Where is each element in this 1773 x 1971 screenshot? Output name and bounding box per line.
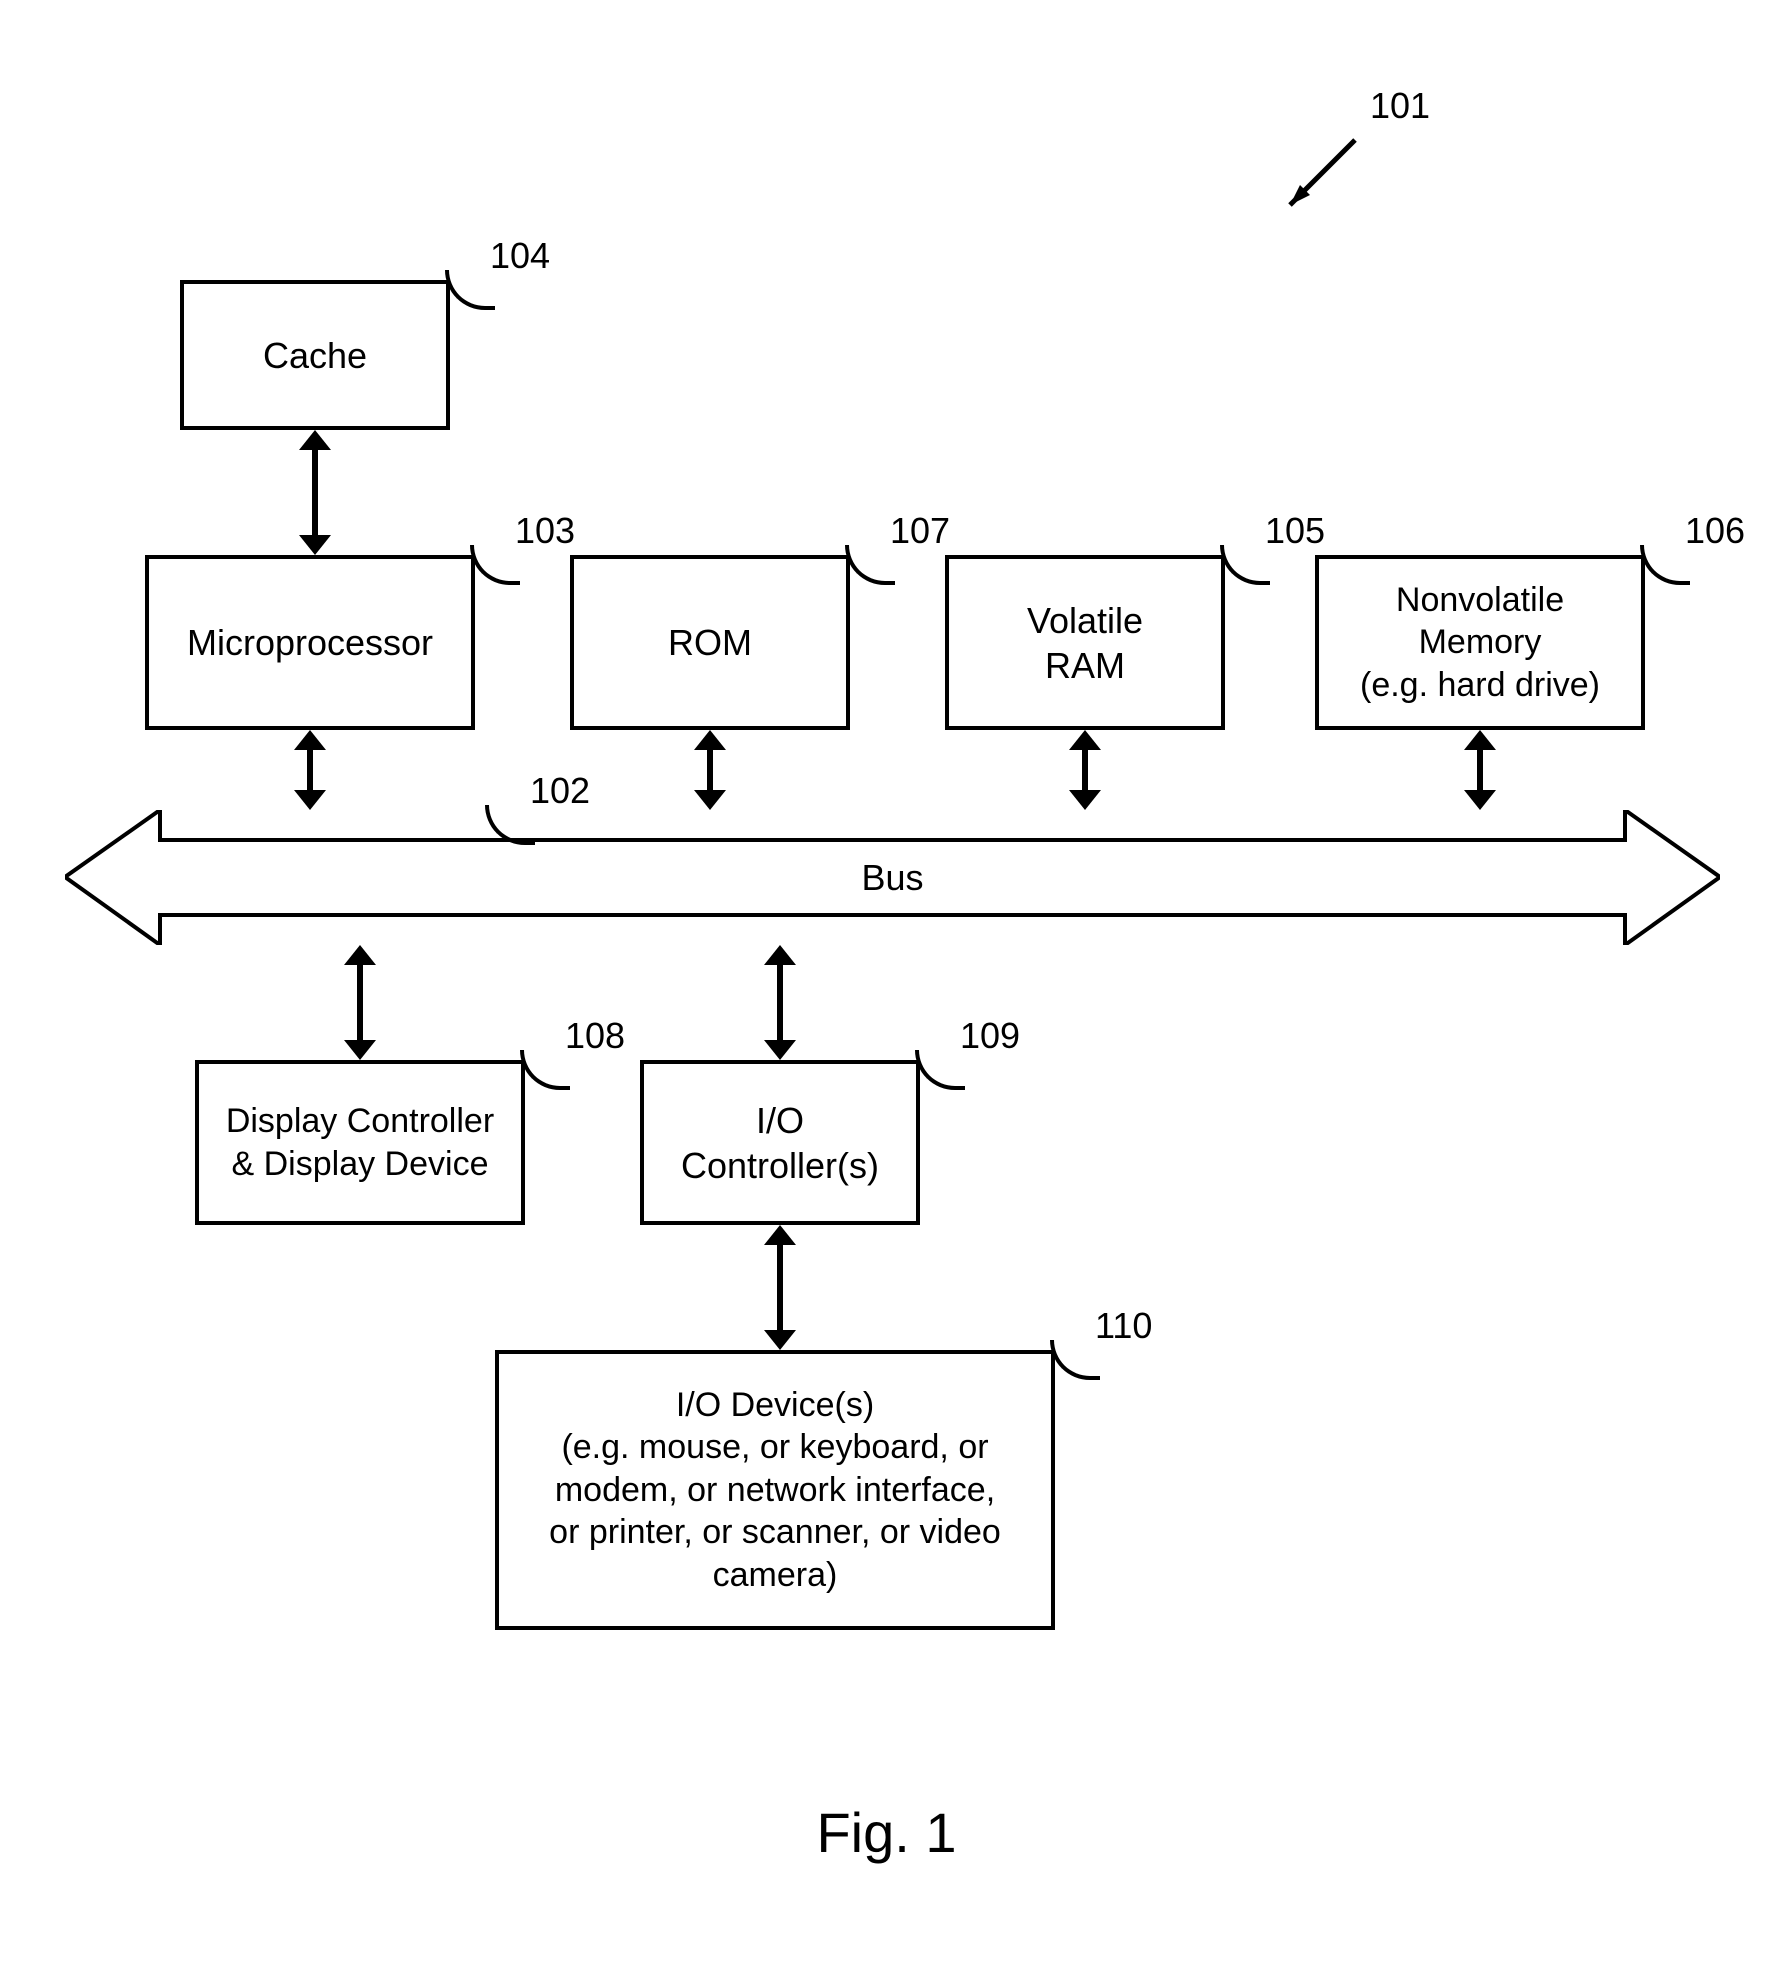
ref-tick-105 xyxy=(1220,545,1270,585)
figure-caption-text: Fig. 1 xyxy=(816,1801,956,1864)
connector-ioctl-iodev xyxy=(764,1225,796,1350)
ref-tick-109 xyxy=(915,1050,965,1090)
io-devices-label: I/O Device(s) (e.g. mouse, or keyboard, … xyxy=(549,1384,1001,1597)
ref-label-102: 102 xyxy=(530,770,590,812)
ref-tick-107 xyxy=(845,545,895,585)
figure-caption: Fig. 1 xyxy=(0,1800,1773,1865)
cache-label: Cache xyxy=(263,333,367,378)
display-controller-label: Display Controller & Display Device xyxy=(226,1100,494,1185)
bus-label: Bus xyxy=(65,810,1720,945)
volatile-ram-label: Volatile RAM xyxy=(1027,598,1143,688)
connector-cache-micro xyxy=(299,430,331,555)
connector-rom-bus xyxy=(694,730,726,810)
connector-bus-ioctl xyxy=(764,945,796,1060)
volatile-ram-box: Volatile RAM xyxy=(945,555,1225,730)
rom-box: ROM xyxy=(570,555,850,730)
connector-micro-bus xyxy=(294,730,326,810)
io-controller-box: I/O Controller(s) xyxy=(640,1060,920,1225)
ref-label-109: 109 xyxy=(960,1015,1020,1057)
microprocessor-box: Microprocessor xyxy=(145,555,475,730)
bus-shape: Bus xyxy=(65,810,1720,945)
ref-tick-103 xyxy=(470,545,520,585)
ref-tick-106 xyxy=(1640,545,1690,585)
io-controller-label: I/O Controller(s) xyxy=(681,1098,879,1188)
ref-label-106: 106 xyxy=(1685,510,1745,552)
io-devices-box: I/O Device(s) (e.g. mouse, or keyboard, … xyxy=(495,1350,1055,1630)
ref-tick-110 xyxy=(1050,1340,1100,1380)
ref-tick-108 xyxy=(520,1050,570,1090)
rom-label: ROM xyxy=(668,620,752,665)
nonvolatile-memory-box: Nonvolatile Memory (e.g. hard drive) xyxy=(1315,555,1645,730)
connector-vram-bus xyxy=(1069,730,1101,810)
connector-nvmem-bus xyxy=(1464,730,1496,810)
display-controller-box: Display Controller & Display Device xyxy=(195,1060,525,1225)
connector-bus-display xyxy=(344,945,376,1060)
ref-101-arrow xyxy=(1275,130,1365,225)
ref-label-101: 101 xyxy=(1370,85,1430,127)
ref-label-108: 108 xyxy=(565,1015,625,1057)
ref-label-105: 105 xyxy=(1265,510,1325,552)
ref-tick-104 xyxy=(445,270,495,310)
ref-label-107: 107 xyxy=(890,510,950,552)
cache-box: Cache xyxy=(180,280,450,430)
ref-label-103: 103 xyxy=(515,510,575,552)
diagram-canvas: Bus Cache Microprocessor ROM Volatile RA… xyxy=(0,0,1773,1971)
ref-label-110: 110 xyxy=(1095,1305,1152,1347)
ref-label-104: 104 xyxy=(490,235,550,277)
nonvolatile-memory-label: Nonvolatile Memory (e.g. hard drive) xyxy=(1360,579,1600,707)
microprocessor-label: Microprocessor xyxy=(187,620,433,665)
